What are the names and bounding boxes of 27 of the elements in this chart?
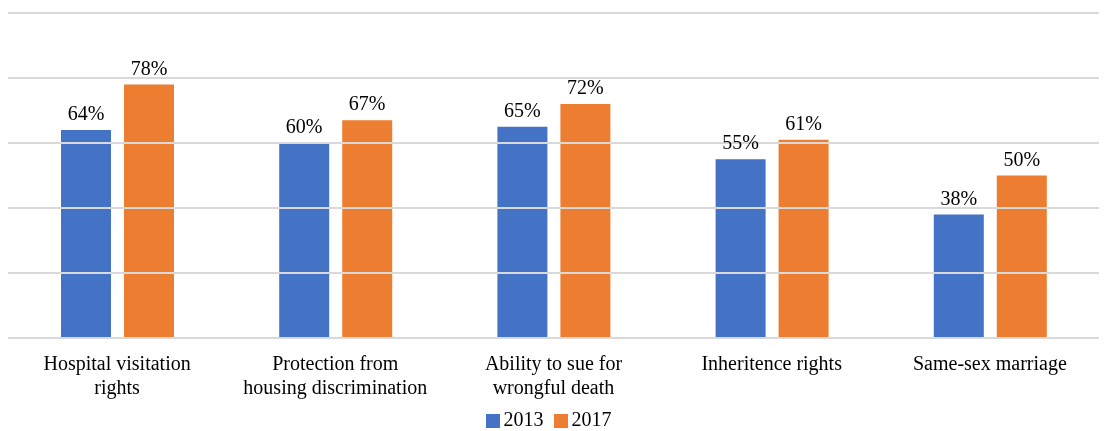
x-tick-label: Same-sex marriage xyxy=(912,352,1067,375)
bar xyxy=(560,104,611,338)
bar xyxy=(124,84,174,338)
data-label: 61% xyxy=(785,111,822,134)
bar xyxy=(933,214,984,338)
data-label: 78% xyxy=(130,56,168,79)
bar xyxy=(778,139,829,338)
legend-label: 2013 xyxy=(503,408,544,430)
data-label: 72% xyxy=(567,76,604,98)
x-tick-label: Hospital visitation rights xyxy=(43,352,191,399)
x-tick-label: Ability to sue for wrongful death xyxy=(484,352,623,399)
bar xyxy=(715,159,766,338)
data-label: 38% xyxy=(940,186,978,209)
data-label: 55% xyxy=(722,131,759,154)
legend-label: 2017 xyxy=(571,408,612,430)
data-label: 67% xyxy=(348,92,386,115)
bar xyxy=(497,126,548,338)
x-tick-label: Protection from housing discrimination xyxy=(243,352,428,399)
data-label: 65% xyxy=(504,98,541,121)
bar xyxy=(61,130,111,338)
bar xyxy=(342,120,393,338)
data-label: 50% xyxy=(1003,147,1041,170)
bar xyxy=(279,143,330,338)
data-label: 64% xyxy=(67,102,105,124)
bar xyxy=(996,175,1047,338)
x-tick-label: Inheritence rights xyxy=(701,352,843,375)
data-label: 60% xyxy=(285,115,323,137)
